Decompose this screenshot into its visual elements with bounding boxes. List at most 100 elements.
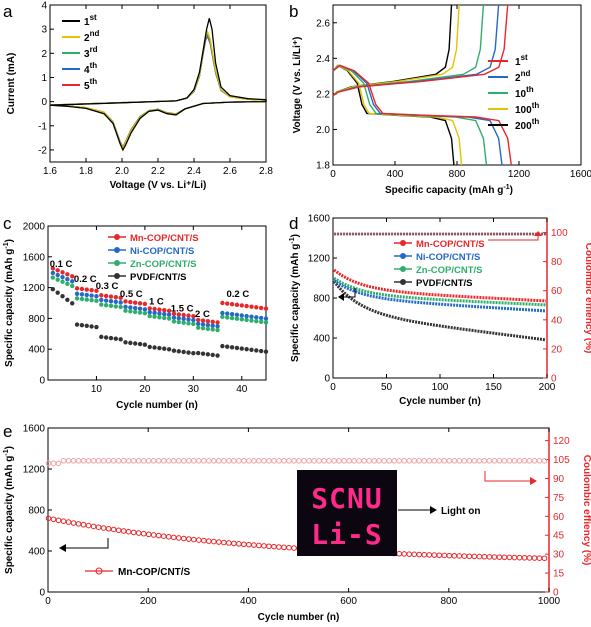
panel-e-ce-point bbox=[516, 458, 523, 464]
panel-c-point bbox=[99, 297, 104, 303]
panel-d-cap-arrow bbox=[344, 288, 356, 298]
panel-c-legend-label: Zn-COP/CNT/S bbox=[130, 259, 197, 270]
panel-d-legend-marker bbox=[400, 253, 406, 259]
panel-e-ce-point bbox=[346, 458, 352, 464]
panel-e-ce-point bbox=[336, 458, 342, 464]
panel-e-ce-point bbox=[135, 458, 142, 464]
panel-c-rate-label: 0.1 C bbox=[50, 259, 73, 270]
panel-c-y-tick-label: 1600 bbox=[23, 252, 46, 263]
panel-c-point bbox=[113, 294, 119, 300]
panel-e-capacity-point bbox=[431, 552, 438, 558]
panel-e-y-tick-label: 800 bbox=[28, 506, 45, 517]
panel-c-y-tick-label: 0 bbox=[39, 376, 45, 387]
panel-e-capacity-point bbox=[70, 520, 77, 526]
panel-e-ce-point bbox=[321, 458, 327, 464]
panel-c-point bbox=[205, 322, 211, 328]
panel-c-point bbox=[65, 277, 70, 282]
panel-c-point bbox=[74, 296, 80, 301]
panel-c-letter: c bbox=[3, 214, 12, 233]
panel-e-y2-tick-label: 105 bbox=[553, 455, 570, 466]
panel-e-ce-point bbox=[231, 458, 237, 464]
panel-e-y-tick-label: 400 bbox=[28, 547, 45, 558]
panel-e-x-tick-label: 1000 bbox=[538, 596, 561, 607]
panel-e-capacity-point bbox=[216, 539, 222, 545]
panel-e-ce-point bbox=[125, 458, 132, 464]
panel-d-y-tick-label: 1600 bbox=[308, 214, 331, 225]
panel-d-xlabel: Cycle number (n) bbox=[399, 396, 481, 407]
panel-c-point bbox=[239, 313, 244, 318]
panel-c-point bbox=[225, 344, 230, 349]
panel-b-xlabel: Specific capacity (mAh g-1) bbox=[385, 184, 513, 196]
panel-e-capacity-point bbox=[461, 553, 468, 559]
panel-c-point bbox=[55, 272, 60, 278]
panel-c-point bbox=[157, 311, 162, 316]
panel-c-point bbox=[118, 300, 123, 305]
panel-e-capacity-point bbox=[266, 543, 272, 550]
panel-e-ce-point bbox=[236, 458, 242, 464]
panel-c-legend-marker bbox=[114, 260, 120, 266]
panel-e-ce-point bbox=[155, 458, 162, 464]
panel-c-point bbox=[123, 304, 128, 310]
panel-d-capacity-series bbox=[333, 279, 546, 313]
panel-e-y-tick-label: 1600 bbox=[23, 424, 46, 435]
panel-e-ce-point bbox=[105, 458, 112, 464]
panel-c-point bbox=[210, 327, 215, 332]
panel-e-x-tick-label: 0 bbox=[45, 596, 51, 607]
panel-d-ce-arrowhead bbox=[534, 231, 542, 236]
panel-e-ce-point bbox=[396, 458, 403, 464]
panel-c-rate-label: 0.2 C bbox=[74, 274, 97, 285]
panel-c-point bbox=[191, 317, 196, 323]
panel-c-point bbox=[249, 314, 254, 319]
panel-e-x-tick-label: 600 bbox=[340, 596, 357, 607]
panel-e-ce-point bbox=[456, 458, 463, 464]
panel-e-capacity-point bbox=[276, 544, 282, 550]
inset-led-line-2: Li-S bbox=[311, 518, 382, 551]
panel-e-capacity-point bbox=[271, 543, 277, 550]
panel-a-x-tick-label: 1.6 bbox=[43, 166, 57, 177]
panel-a-y-tick-label: -2 bbox=[38, 145, 47, 156]
inset-led-line-1: SCNU bbox=[311, 482, 382, 515]
panel-c-point bbox=[113, 336, 119, 341]
panel-c-point bbox=[55, 277, 60, 282]
panel-d-y2-tick-label: 100 bbox=[551, 228, 568, 239]
panel-e-legend-marker bbox=[95, 567, 103, 575]
panel-e-ce-point bbox=[301, 458, 307, 464]
panel-c-point bbox=[79, 296, 85, 302]
panel-c-point bbox=[94, 294, 99, 299]
panel-b-x-tick-label: 800 bbox=[449, 169, 466, 180]
panel-e-capacity-point bbox=[536, 555, 543, 561]
panel-c-point bbox=[74, 322, 80, 327]
panel-c-rate-label: 1.5 C bbox=[171, 303, 194, 314]
panel-c-frame bbox=[47, 225, 267, 381]
panel-e-xlabel: Cycle number (n) bbox=[258, 612, 340, 623]
panel-c-point bbox=[84, 323, 89, 328]
panel-e-ce-point bbox=[471, 458, 478, 464]
panel-e-ce-point bbox=[266, 458, 272, 464]
panel-c-point bbox=[225, 315, 230, 320]
panel-c-point bbox=[147, 310, 152, 315]
panel-e-ce-arrow bbox=[484, 471, 530, 482]
panel-e-letter: e bbox=[3, 422, 12, 441]
panel-c-point bbox=[186, 313, 191, 318]
panel-c-point bbox=[263, 306, 269, 311]
panel-e-capacity-point bbox=[541, 555, 548, 562]
panel-e-capacity-point bbox=[496, 554, 503, 560]
panel-c-point bbox=[133, 341, 138, 346]
panel-e-ce-point bbox=[60, 458, 67, 464]
panel-c-point bbox=[84, 292, 89, 298]
panel-e-capacity-point bbox=[411, 551, 418, 558]
panel-e-capacity-point bbox=[60, 518, 67, 524]
panel-e-capacity-point bbox=[175, 535, 182, 541]
panel-a-legend-label: 3rd bbox=[84, 45, 98, 60]
panel-c-point bbox=[152, 345, 157, 350]
panel-c-point bbox=[205, 352, 211, 357]
panel-c-point bbox=[142, 301, 148, 307]
panel-e-capacity-point bbox=[491, 554, 498, 560]
panel-c-point bbox=[166, 347, 172, 352]
panel-e-ce-point bbox=[55, 460, 62, 467]
panel-e-capacity-point bbox=[105, 525, 112, 532]
panel-c-point bbox=[147, 313, 152, 319]
panel-e-capacity-point bbox=[256, 542, 262, 549]
panel-c-point bbox=[181, 316, 186, 322]
